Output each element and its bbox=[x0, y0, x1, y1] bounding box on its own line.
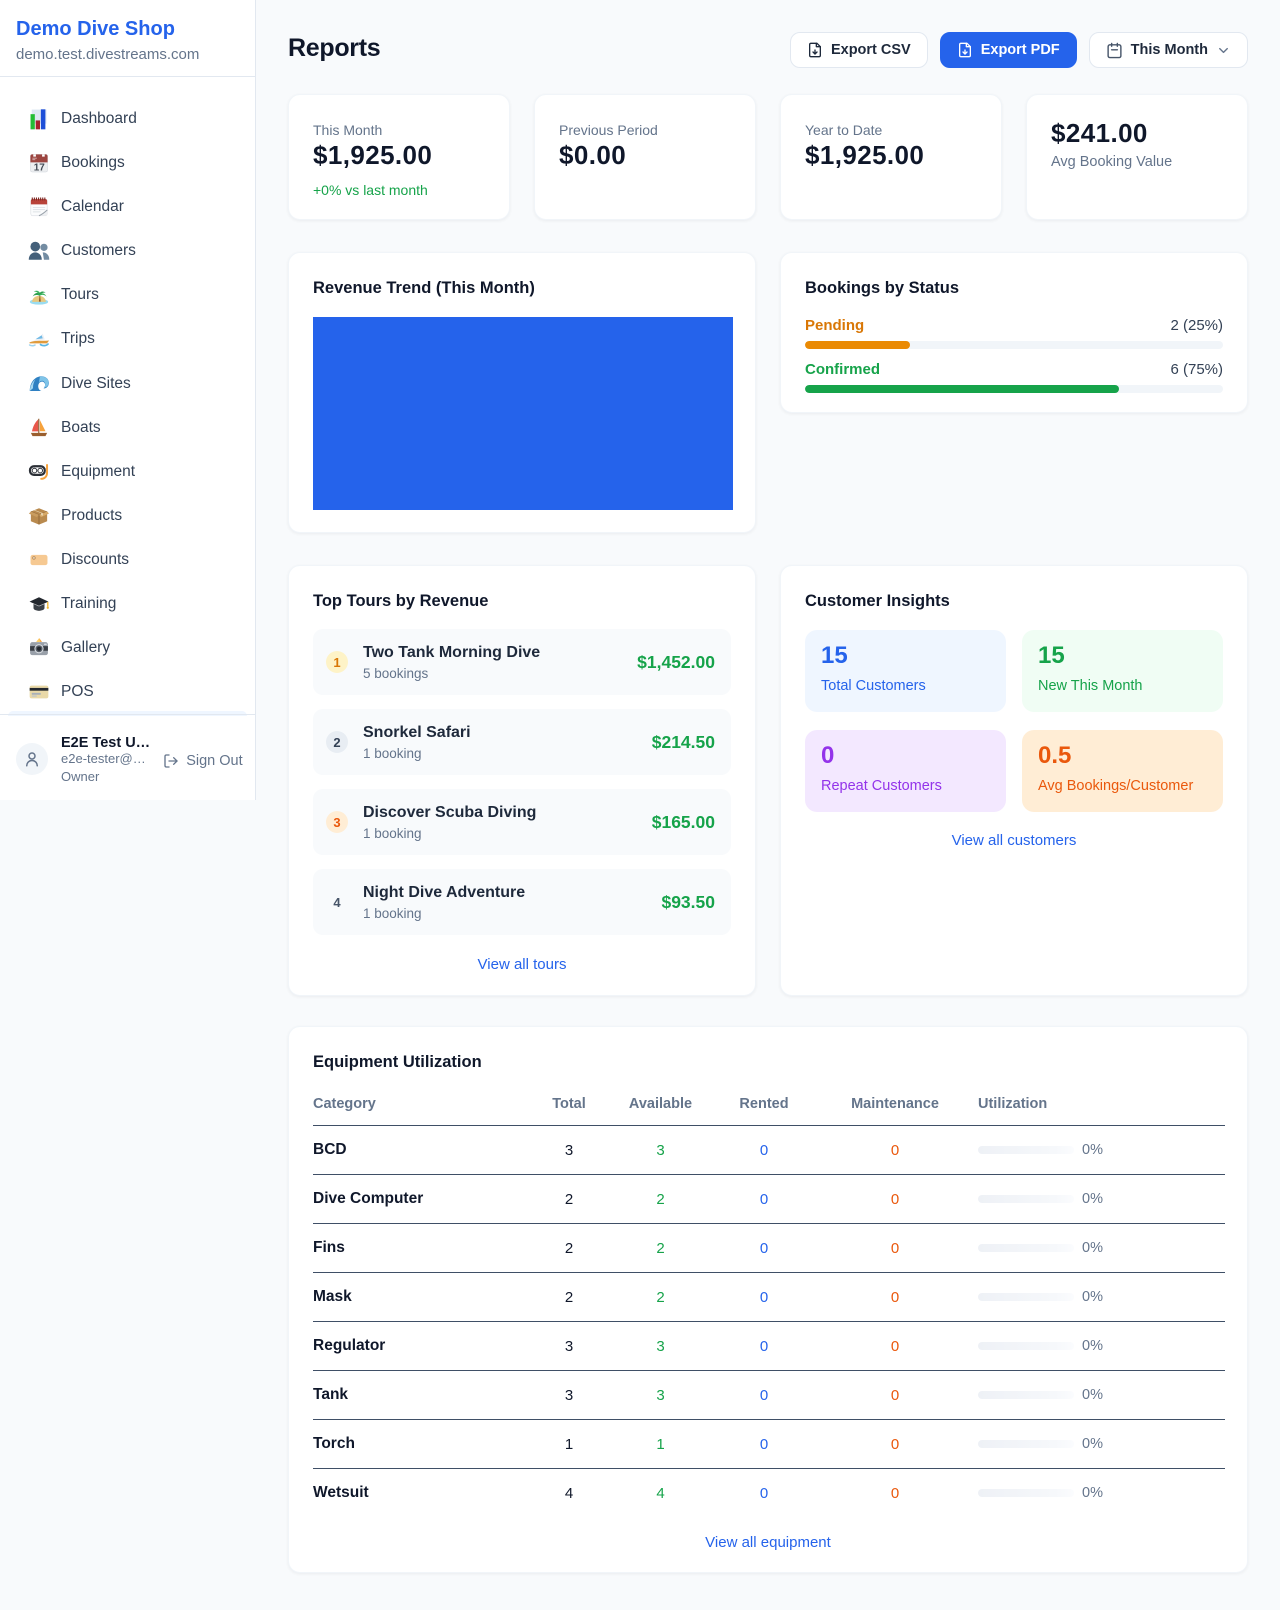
svg-text:17: 17 bbox=[34, 163, 46, 174]
